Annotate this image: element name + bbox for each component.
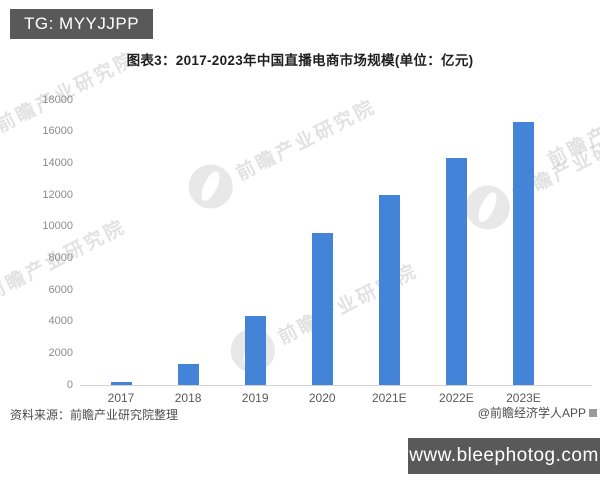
- brand-watermark: 前瞻产业研究院: [542, 79, 600, 173]
- brand-watermark-text: 前瞻产业研究院: [232, 95, 380, 185]
- x-tick-label: 2021E: [371, 391, 407, 405]
- credit-text: @前瞻经济学人APP: [477, 406, 586, 420]
- qianzhan-logo-watermark-icon: [458, 177, 518, 238]
- x-axis-line: [80, 385, 592, 386]
- credit-note: @前瞻经济学人APP: [478, 404, 597, 421]
- x-tick-label: 2017: [107, 391, 135, 405]
- telegram-handle-badge: TG: MYYJJPP: [10, 9, 154, 39]
- x-tick-label: 2019: [241, 391, 269, 405]
- y-tick-label: 16000: [42, 125, 73, 138]
- x-tick-label: 2020: [308, 391, 336, 405]
- x-tick-label: 2023E: [506, 391, 541, 405]
- y-tick-label: 0: [66, 378, 73, 391]
- y-tick-label: 10000: [42, 220, 73, 233]
- chart-title: 图表3：2017-2023年中国直播电商市场规模(单位：亿元): [126, 53, 474, 68]
- bar-2019: [244, 316, 266, 385]
- source-note: 资料来源：前瞻产业研究院整理: [10, 408, 179, 422]
- x-tick-label: 2018: [174, 391, 202, 405]
- y-tick-label: 6000: [48, 283, 73, 296]
- y-tick-label: 18000: [42, 93, 73, 106]
- bar-2017: [110, 381, 132, 385]
- y-tick-label: 4000: [48, 315, 73, 328]
- y-tick-label: 14000: [42, 156, 73, 169]
- bar-2023E: [512, 122, 534, 385]
- brand-watermark-text: 前瞻产业研究院: [544, 82, 600, 172]
- y-tick-label: 2000: [48, 346, 73, 359]
- bar-2021E: [378, 194, 400, 385]
- watermark-site-box: www.bleephotog.com: [408, 438, 600, 474]
- y-tick-label: 12000: [42, 188, 73, 201]
- bar-2022E: [445, 157, 467, 385]
- logo-square-icon: [589, 408, 597, 417]
- bar-2018: [177, 363, 199, 385]
- qianzhan-logo-watermark-icon: [181, 156, 241, 217]
- brand-watermark: 前瞻产业研究院: [181, 84, 384, 217]
- y-tick-label: 8000: [48, 251, 73, 264]
- bar-2020: [311, 232, 333, 385]
- x-tick-label: 2022E: [439, 391, 474, 405]
